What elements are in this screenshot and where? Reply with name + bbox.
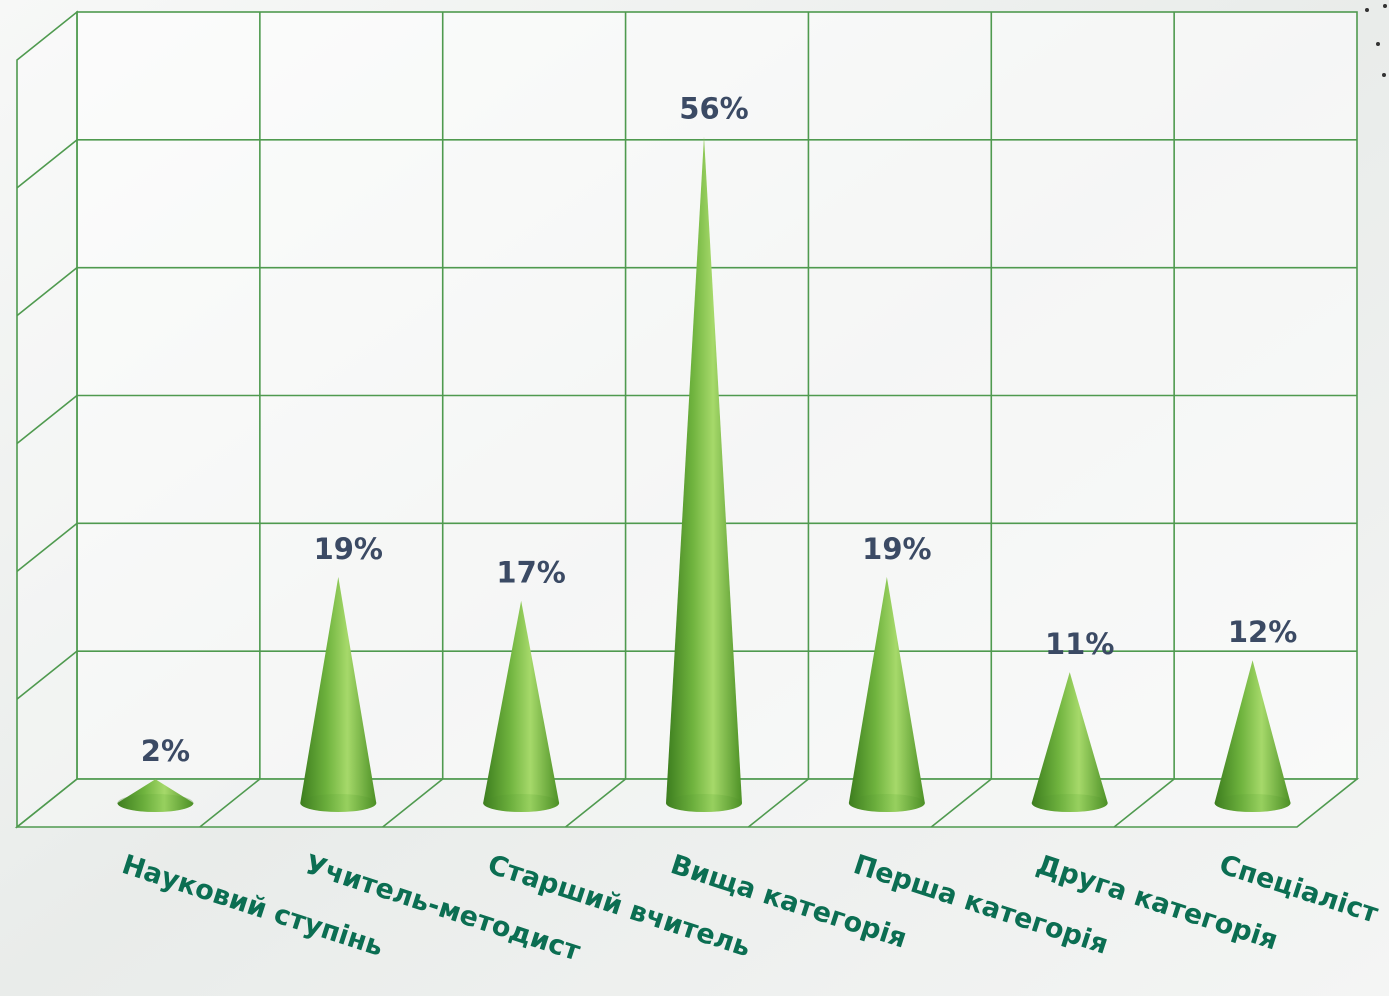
decor-dot	[1382, 73, 1386, 77]
cone-body	[483, 600, 560, 812]
cone-body	[300, 576, 377, 812]
data-label: 56%	[679, 92, 748, 126]
decor-dot	[1365, 8, 1369, 12]
gridline-floor	[1113, 778, 1175, 828]
gridline-side	[16, 394, 78, 445]
gridline-side	[16, 650, 78, 700]
cone-bar	[666, 136, 742, 813]
gridline-floor	[747, 778, 809, 828]
cone-bar	[117, 779, 194, 812]
gridline-floor	[930, 778, 992, 828]
cone-base	[300, 794, 377, 812]
data-label: 2%	[141, 734, 190, 768]
cone-body	[1031, 672, 1108, 812]
gridline-floor	[382, 778, 444, 828]
decor-dot	[1383, 4, 1387, 8]
cone-base	[1214, 794, 1291, 812]
corner-dots	[1365, 4, 1387, 77]
gridline-side	[16, 522, 78, 572]
cone-body	[1214, 660, 1291, 812]
data-label: 19%	[314, 532, 383, 566]
cone-bar	[483, 600, 560, 812]
cone-base	[666, 794, 742, 812]
cone-base	[1031, 794, 1108, 812]
data-label: 17%	[496, 556, 565, 590]
decor-dot	[1376, 42, 1380, 46]
gridline-side	[16, 139, 78, 189]
data-label: 11%	[1045, 627, 1114, 661]
data-labels: 2% 19% 17% 56% 19% 11% 12%	[141, 92, 1297, 769]
cone-bar	[1031, 672, 1108, 812]
cone-bar	[300, 576, 377, 812]
cone-base	[117, 794, 194, 812]
cone-base	[483, 794, 560, 812]
cone-series	[117, 136, 1291, 813]
cone-body	[848, 576, 925, 812]
gridline-side	[16, 267, 78, 317]
gridline-floor	[199, 778, 261, 828]
gridline-floor	[565, 778, 627, 828]
data-label: 19%	[862, 532, 931, 566]
cone-base	[848, 794, 925, 812]
cone-bar	[848, 576, 925, 812]
cone-body	[666, 136, 742, 813]
cone-bar	[1214, 660, 1291, 812]
data-label: 12%	[1228, 615, 1297, 649]
